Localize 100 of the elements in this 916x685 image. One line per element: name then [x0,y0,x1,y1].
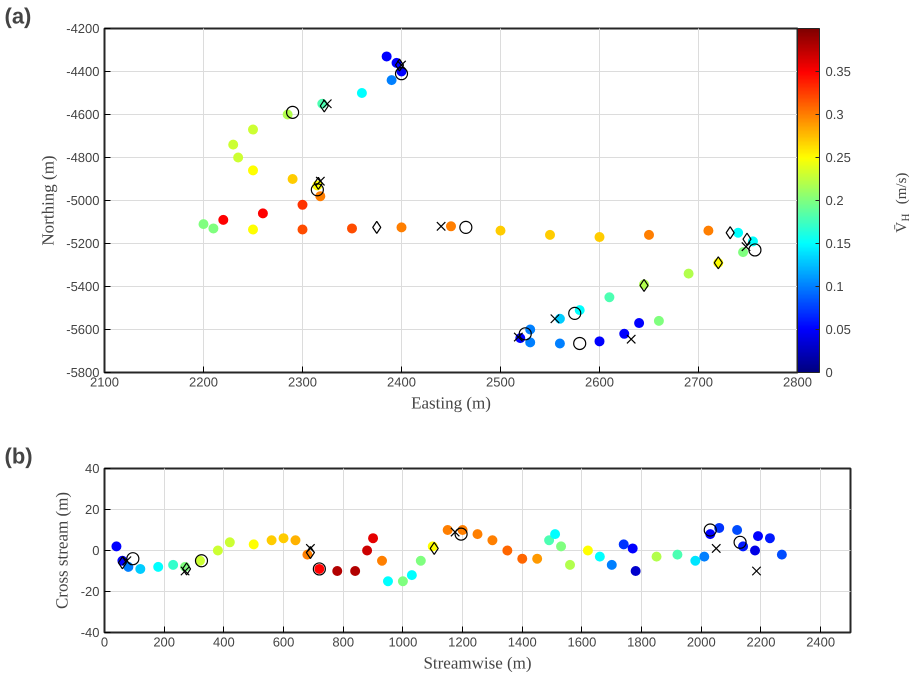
point [496,226,506,236]
y-tick-label: -40 [80,625,100,640]
chart-title: (a) [4,4,32,28]
point [278,533,289,544]
point [518,327,532,340]
point [248,165,258,176]
x-tick-label: 1200 [448,634,478,650]
y-tick-label: -5200 [66,236,100,251]
point [517,554,528,564]
x-tick-label: 2800 [783,374,812,390]
point [776,550,787,560]
point [752,531,763,542]
point [386,75,397,86]
point [525,337,536,348]
point [396,222,406,232]
point [126,552,140,566]
point [752,566,762,576]
point [398,576,408,586]
x-tick-label: 2200 [189,374,218,390]
point [732,525,742,535]
point [118,556,128,570]
point [382,576,393,586]
point [652,552,662,562]
point [672,550,682,560]
point [568,306,582,320]
point [554,338,565,348]
point [194,554,208,568]
point [298,200,308,210]
point [750,546,760,556]
point [135,564,146,574]
color-bar-label: 0.35 [826,64,851,79]
point [594,336,604,346]
point [290,535,300,546]
point [356,88,367,98]
point [298,224,308,235]
y-tick-label: -4400 [66,64,100,79]
point [764,533,775,544]
point [320,99,329,112]
point [310,183,324,196]
x-tick-label: 400 [213,634,235,650]
x-axis-title: Streamwise (m) [423,654,532,672]
point [322,98,332,109]
point [372,220,382,234]
point [332,566,342,576]
point [472,529,482,540]
point [630,566,641,576]
point [212,546,223,556]
x-tick-label: 800 [332,634,354,650]
y-tick-label: 0 [92,543,100,558]
point [550,529,560,540]
point [626,334,636,344]
point [628,543,638,554]
y-tick-label: -5600 [66,322,100,337]
point [711,544,722,554]
y-tick-label: -4200 [66,21,100,36]
y-tick-label: 20 [85,502,100,517]
point [502,546,512,556]
point [248,124,258,135]
color-bar-label: 0.1 [826,279,844,294]
point [742,232,752,246]
point [604,292,614,302]
point [180,566,190,576]
point [377,556,388,566]
x-tick-label: 2700 [684,374,713,390]
x-tick-label: 2000 [686,634,716,650]
y-axis-title: Northing (m) [38,155,58,246]
point [382,51,392,62]
point [690,556,700,566]
point [362,546,372,556]
chart-title: (b) [4,444,33,468]
point [368,533,378,544]
point [350,566,360,576]
point [228,140,238,150]
point [446,221,456,232]
color-bar-label: 0 [826,365,833,380]
point [594,552,605,562]
point [198,219,208,230]
point [654,316,664,326]
point [208,223,218,234]
point [738,247,748,258]
point [315,176,326,186]
color-bar-label: 0.2 [826,193,844,208]
point [266,535,277,546]
x-tick-label: 1400 [508,634,537,650]
point [582,546,593,556]
point [544,535,554,546]
point [288,174,298,184]
point [748,243,762,257]
y-tick-label: 40 [85,461,100,476]
point [565,560,576,570]
point [233,152,244,162]
x-tick-label: 1600 [567,634,596,650]
point [487,535,498,546]
point [153,562,164,572]
point [459,220,472,234]
point [545,230,555,240]
y-tick-label: -5400 [66,279,100,294]
point [606,560,617,570]
y-tick-label: -5000 [66,193,100,208]
point [248,224,258,235]
